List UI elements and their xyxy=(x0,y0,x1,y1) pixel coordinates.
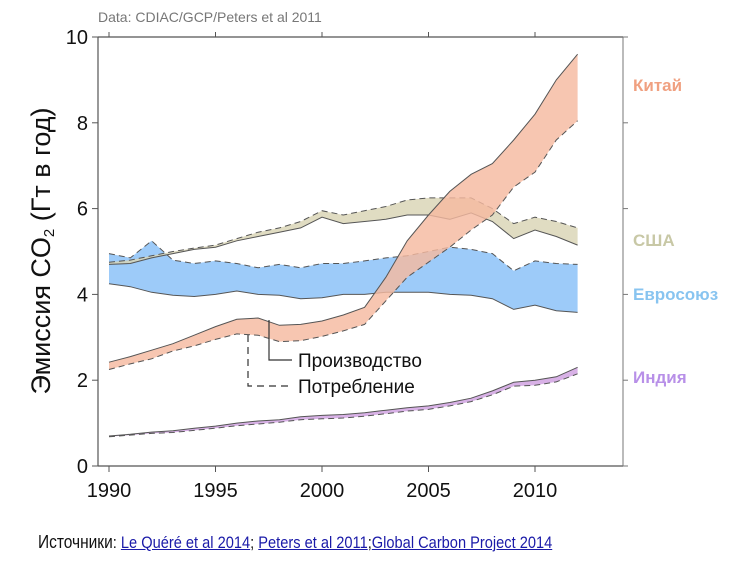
series-2-production-line xyxy=(108,283,578,313)
x-tick-label: 2005 xyxy=(406,480,451,502)
source-link-le-quere[interactable]: Le Quéré et al 2014 xyxy=(120,533,251,552)
source-link-peters[interactable]: Peters et al 2011 xyxy=(258,533,368,552)
y-tick-label: 10 xyxy=(66,27,88,49)
source-separator: ; xyxy=(367,533,372,552)
y-tick-label: 0 xyxy=(77,456,88,478)
series-label-3: Индия xyxy=(633,368,687,387)
x-tick-label: 2010 xyxy=(513,480,558,502)
legend-consumption-label: Потребление xyxy=(298,377,415,398)
y-axis-label-main: Эмиссия CO xyxy=(26,237,56,394)
x-tick-label: 1990 xyxy=(87,480,132,502)
series-labels: Китай США Евросоюз Индия xyxy=(633,76,718,387)
sources-footer: Источники: Le Quéré et al 2014; Peters e… xyxy=(38,532,552,553)
sources-label: Источники xyxy=(38,532,113,552)
series-0-production-line xyxy=(108,53,578,363)
series-3-consumption-line xyxy=(108,373,578,438)
series-0-band xyxy=(109,54,578,370)
series-label-2: Евросоюз xyxy=(633,285,718,304)
y-tick-label: 8 xyxy=(77,113,88,135)
legend-production-label: Производство xyxy=(298,351,422,372)
x-tick-label: 2000 xyxy=(300,480,345,502)
x-tick-label: 1995 xyxy=(193,480,238,502)
y-axis-label-sub: 2 xyxy=(41,229,58,237)
legend-production-line xyxy=(268,320,292,361)
series-1-consumption-line xyxy=(108,197,578,263)
series-1-band xyxy=(109,197,578,265)
source-separator: ; xyxy=(250,533,255,552)
y-tick-label: 6 xyxy=(77,199,88,221)
source-link-gcp[interactable]: Global Carbon Project 2014 xyxy=(371,533,553,552)
sources-colon: : xyxy=(112,533,117,552)
series-3-production-line xyxy=(108,366,578,437)
bands-layer xyxy=(108,53,578,438)
series-0-consumption-line xyxy=(108,120,578,370)
series-1-production-line xyxy=(108,212,578,265)
y-tick-label: 2 xyxy=(77,370,88,392)
y-axis-label-unit: (Гт в год) xyxy=(26,107,56,228)
series-label-1: США xyxy=(633,231,675,250)
ticks-layer: 1990 1995 2000 2005 2010 0 2 4 6 8 10 xyxy=(66,27,628,502)
legend: Производство Потребление xyxy=(247,320,422,398)
legend-consumption-line xyxy=(247,335,292,387)
series-label-0: Китай xyxy=(633,76,682,95)
series-2-consumption-line xyxy=(108,240,578,272)
y-axis-label: Эмиссия CO2 (Гт в год) xyxy=(26,107,58,394)
chart-title: Data: CDIAC/GCP/Peters et al 2011 xyxy=(98,9,322,25)
y-tick-label: 4 xyxy=(77,284,88,306)
